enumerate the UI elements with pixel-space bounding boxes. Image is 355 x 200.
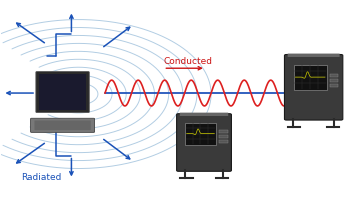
Bar bbox=[219, 135, 228, 138]
Bar bbox=[329, 84, 338, 87]
Bar bbox=[219, 130, 228, 133]
Bar bbox=[219, 140, 228, 143]
Text: Radiated: Radiated bbox=[21, 173, 61, 182]
FancyBboxPatch shape bbox=[294, 65, 327, 90]
Text: Conducted: Conducted bbox=[163, 57, 212, 66]
FancyBboxPatch shape bbox=[39, 74, 86, 110]
FancyBboxPatch shape bbox=[185, 123, 216, 145]
FancyBboxPatch shape bbox=[180, 113, 228, 116]
FancyBboxPatch shape bbox=[284, 55, 343, 120]
Bar bbox=[329, 74, 338, 77]
Bar bbox=[329, 79, 338, 82]
FancyBboxPatch shape bbox=[288, 54, 340, 57]
FancyBboxPatch shape bbox=[31, 118, 94, 132]
FancyBboxPatch shape bbox=[177, 114, 231, 171]
FancyBboxPatch shape bbox=[34, 120, 91, 130]
FancyBboxPatch shape bbox=[36, 72, 89, 113]
